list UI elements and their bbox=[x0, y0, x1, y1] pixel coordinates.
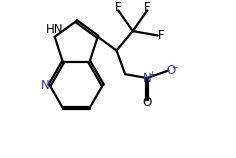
Text: F: F bbox=[115, 1, 122, 14]
Text: F: F bbox=[144, 1, 151, 14]
Text: +: + bbox=[148, 70, 155, 79]
Text: O: O bbox=[166, 64, 175, 77]
Text: HN: HN bbox=[46, 23, 63, 36]
Text: −: − bbox=[171, 63, 178, 72]
Text: N: N bbox=[41, 79, 50, 92]
Text: F: F bbox=[158, 29, 165, 42]
Text: N: N bbox=[143, 72, 152, 85]
Text: O: O bbox=[143, 96, 152, 109]
